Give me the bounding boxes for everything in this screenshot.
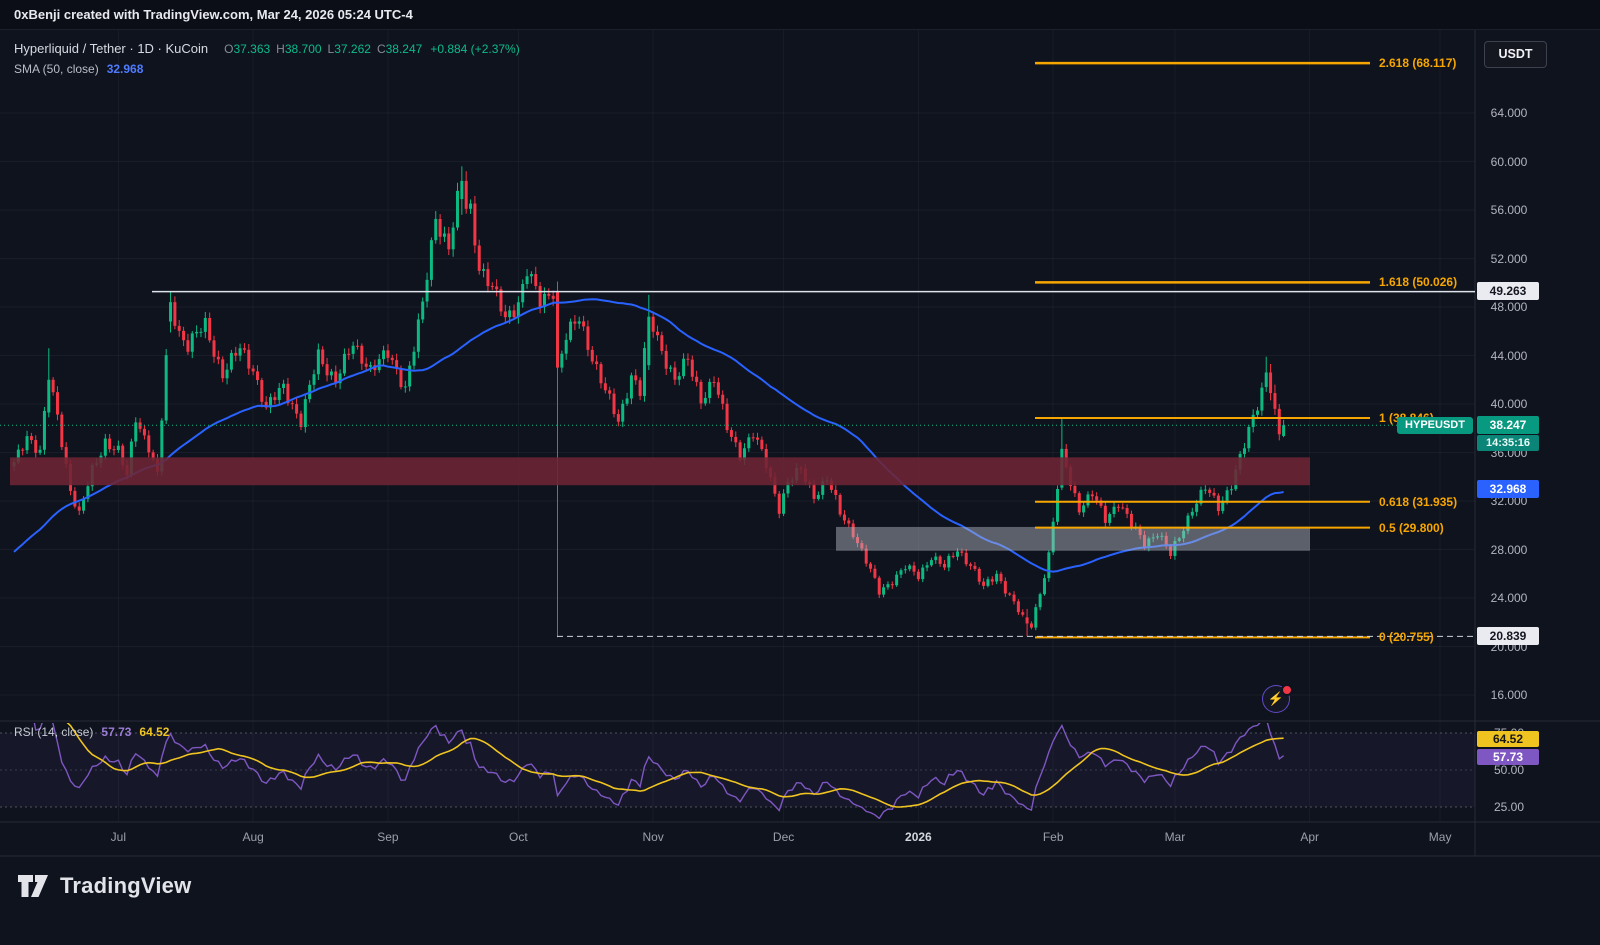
rsi-indicator-value: 57.73 [101, 725, 132, 739]
time-axis-label: Nov [642, 830, 664, 844]
time-axis-label: May [1428, 830, 1452, 844]
currency-toggle-button[interactable]: USDT [1484, 41, 1547, 68]
rsi-ma-indicator-value: 64.52 [139, 725, 170, 739]
sma-price-label: 32.968 [1477, 480, 1539, 498]
fib-level-label: 0.618 (31.935) [1379, 494, 1458, 509]
time-axis-label: Feb [1042, 830, 1064, 844]
symbol-price-tag: HYPEUSDT [1397, 417, 1473, 434]
last-price-label: 38.247 [1477, 416, 1539, 434]
price-axis-tick: 64.000 [1490, 106, 1528, 120]
time-axis-label: Mar [1164, 830, 1186, 844]
tradingview-logo-text: TradingView [60, 873, 192, 898]
price-axis-tick: 16.000 [1490, 688, 1528, 702]
price-axis-tick: 28.000 [1490, 542, 1528, 557]
close-label: C [376, 42, 386, 56]
fib-level-label: 1.618 (50.026) [1379, 275, 1458, 290]
price-axis-tick: 48.000 [1490, 300, 1528, 314]
rsi-indicator-label[interactable]: RSI (14, close) [14, 725, 94, 739]
dashed-line-price-label: 20.839 [1477, 627, 1539, 645]
sma-indicator-label[interactable]: SMA (50, close) [14, 62, 99, 76]
time-axis-label: Apr [1300, 830, 1320, 844]
alert-price-label: 49.263 [1477, 282, 1539, 300]
price-axis-tick: 56.000 [1490, 203, 1528, 217]
price-axis-tick: 44.000 [1490, 348, 1528, 363]
open-label: O [224, 42, 234, 56]
close-value: 38.247 [385, 42, 423, 56]
fib-level-label: 2.618 (68.117) [1379, 56, 1457, 71]
rsi-legend-row[interactable]: RSI (14, close) 57.73 64.52 [14, 725, 169, 739]
change-value: +0.884 (+2.37%) [430, 42, 520, 56]
high-label: H [276, 42, 285, 56]
attribution-text: 0xBenji created with TradingView.com, Ma… [14, 7, 413, 22]
low-value: 37.262 [334, 42, 371, 56]
price-axis-tick: 24.000 [1490, 591, 1528, 605]
fib-level-label: 0 (20.755) [1379, 630, 1434, 645]
time-axis-label: Jul [110, 830, 127, 844]
rsi-value-label: 57.73 [1477, 749, 1539, 765]
symbol-title[interactable]: Hyperliquid / Tether · 1D · KuCoin [14, 41, 209, 56]
time-axis-label: 2026 [905, 830, 932, 844]
attribution-bar: 0xBenji created with TradingView.com, Ma… [0, 0, 1600, 30]
time-axis-label: Aug [242, 830, 264, 844]
rsi-axis-tick: 25.00 [1493, 800, 1525, 814]
rsi-ma-value-label: 64.52 [1477, 731, 1539, 747]
high-value: 38.700 [284, 42, 322, 56]
open-value: 37.363 [233, 42, 271, 56]
price-axis-tick: 40.000 [1490, 397, 1528, 411]
tradingview-logo-icon [18, 875, 48, 897]
notification-dot [1281, 684, 1293, 696]
fib-level-label: 0.5 (29.800) [1379, 520, 1444, 535]
price-axis-tick: 52.000 [1490, 251, 1528, 266]
time-axis-label: Oct [509, 830, 528, 844]
bar-countdown-label: 14:35:16 [1477, 435, 1539, 451]
sma-legend-row[interactable]: SMA (50, close) 32.968 [14, 59, 520, 79]
sma-indicator-value: 32.968 [106, 62, 144, 76]
price-axis-tick: 60.000 [1490, 154, 1528, 169]
symbol-legend-row[interactable]: Hyperliquid / Tether · 1D · KuCoin O37.36… [14, 39, 520, 59]
time-axis-label: Dec [772, 830, 795, 844]
low-label: L [327, 42, 335, 56]
tradingview-logo[interactable]: TradingView [16, 872, 191, 900]
chart-legend[interactable]: Hyperliquid / Tether · 1D · KuCoin O37.36… [14, 39, 520, 79]
time-axis-label: Sep [377, 830, 399, 844]
rsi-axis-tick: 50.00 [1493, 763, 1525, 777]
